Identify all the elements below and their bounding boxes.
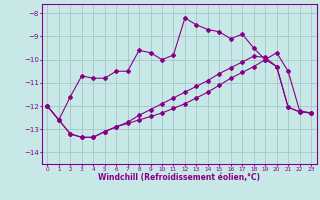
X-axis label: Windchill (Refroidissement éolien,°C): Windchill (Refroidissement éolien,°C) bbox=[98, 173, 260, 182]
